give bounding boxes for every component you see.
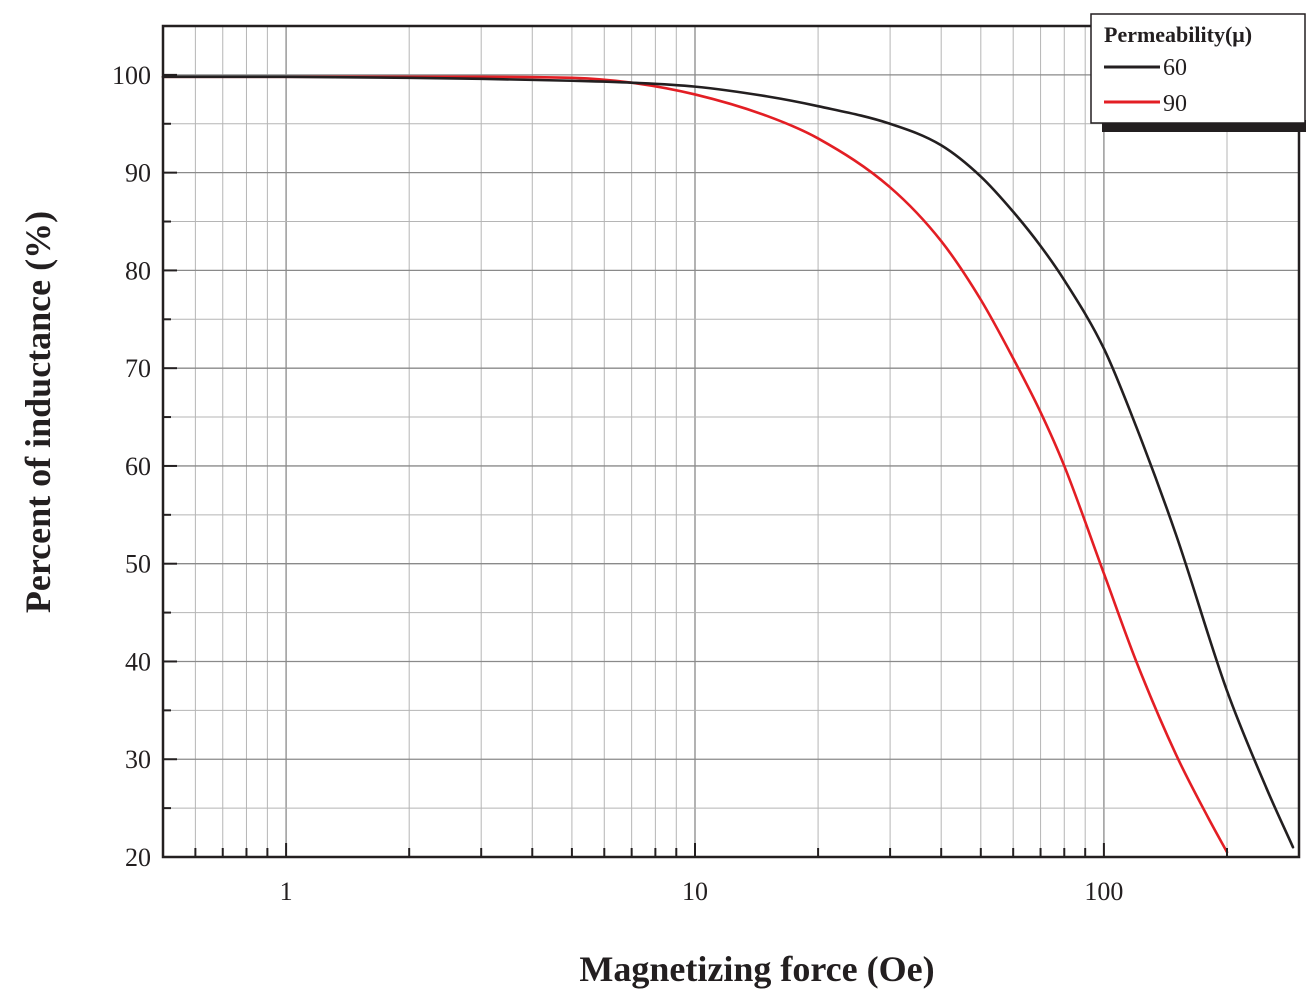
y-tick-label: 50 — [125, 550, 151, 579]
legend-title: Permeability(μ) — [1104, 22, 1252, 47]
y-tick-label: 90 — [125, 159, 151, 188]
series-line-90 — [161, 75, 1229, 854]
plot-frame — [161, 24, 1301, 859]
x-axis-title: Magnetizing force (Oe) — [579, 949, 934, 989]
y-tick-label: 20 — [125, 843, 151, 872]
y-tick-label: 100 — [112, 61, 151, 90]
legend: Permeability(μ) 60 90 — [1090, 13, 1306, 132]
y-axis-title: Percent of inductance (%) — [18, 211, 58, 613]
series-line-60 — [161, 75, 1295, 849]
y-tick-label: 40 — [125, 647, 151, 676]
grid — [162, 25, 1300, 858]
y-tick-label: 70 — [125, 354, 151, 383]
legend-label-90: 90 — [1163, 91, 1187, 117]
x-tick-label: 1 — [280, 877, 293, 906]
legend-label-60: 60 — [1163, 55, 1187, 81]
y-tick-label: 80 — [125, 256, 151, 285]
axes — [161, 24, 1301, 859]
series-lines — [161, 75, 1295, 854]
y-tick-label: 30 — [125, 745, 151, 774]
x-tick-label: 100 — [1084, 877, 1123, 906]
y-tick-label: 60 — [125, 452, 151, 481]
x-tick-label: 10 — [682, 877, 708, 906]
